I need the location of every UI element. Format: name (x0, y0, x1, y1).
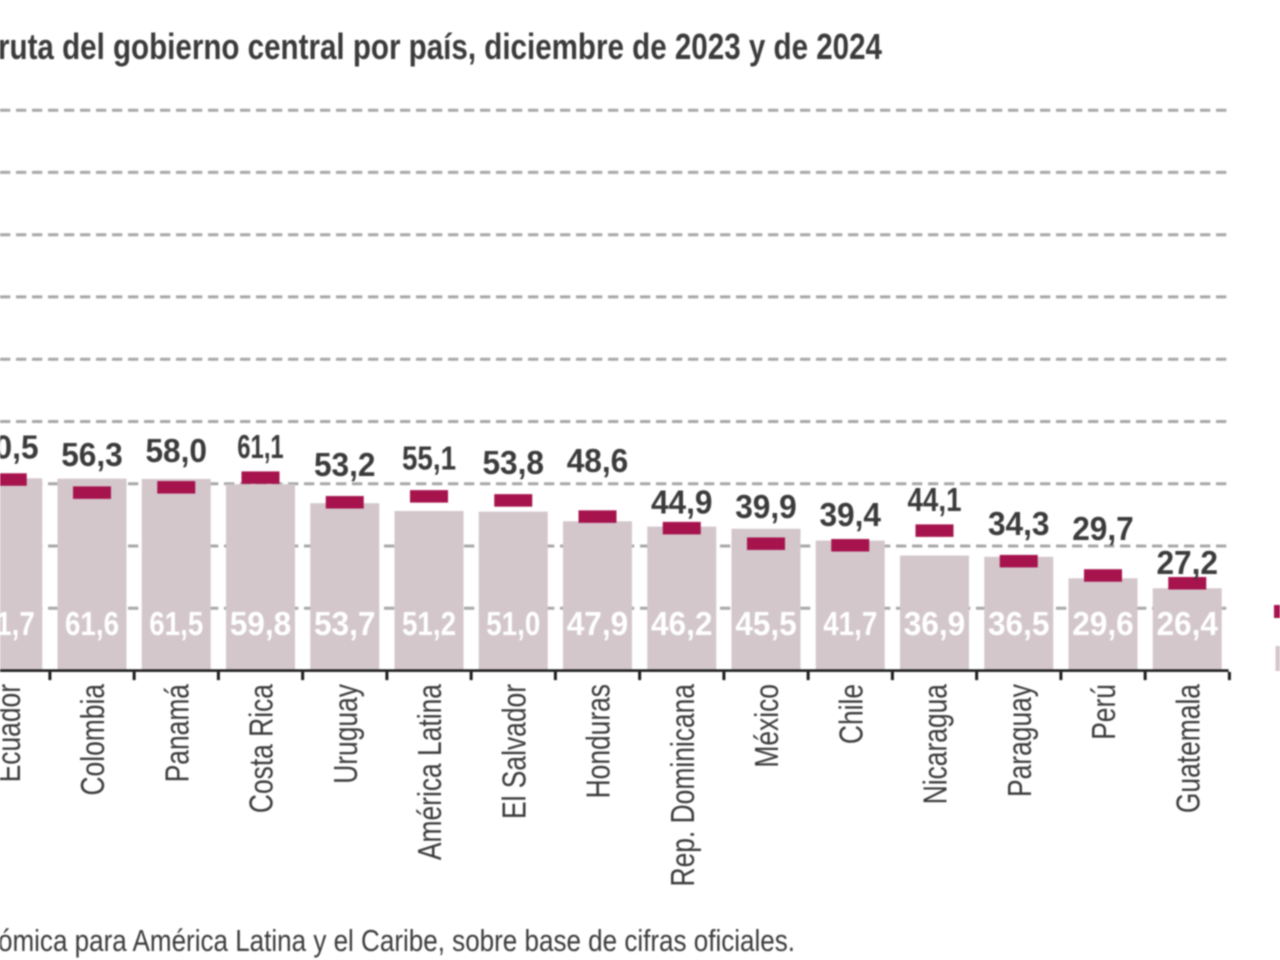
svg-text:Colombia: Colombia (74, 683, 111, 795)
svg-text:44,1: 44,1 (908, 481, 962, 518)
svg-text:Perú: Perú (1085, 684, 1122, 740)
svg-text:Panamá: Panamá (158, 683, 195, 782)
svg-text:47,9: 47,9 (567, 605, 629, 642)
svg-text:ruta del gobierno central por: ruta del gobierno central por país, dici… (0, 26, 882, 67)
svg-text:Paraguay: Paraguay (1001, 684, 1038, 797)
svg-text:29,6: 29,6 (1072, 605, 1134, 642)
svg-text:51,2: 51,2 (402, 605, 456, 642)
svg-text:ómica para América Latina y el: ómica para América Latina y el Caribe, s… (0, 923, 795, 958)
svg-text:39,4: 39,4 (819, 496, 881, 533)
svg-text:59,8: 59,8 (230, 605, 292, 642)
svg-text:El Salvador: El Salvador (495, 684, 532, 819)
svg-text:27,2: 27,2 (1156, 544, 1218, 581)
svg-text:América Latina: América Latina (411, 683, 448, 860)
svg-text:36,5: 36,5 (988, 605, 1050, 642)
svg-text:61,1: 61,1 (237, 428, 283, 465)
svg-text:61,6: 61,6 (65, 605, 119, 642)
svg-text:39,9: 39,9 (735, 488, 797, 525)
svg-text:29,7: 29,7 (1072, 510, 1134, 547)
svg-text:61,5: 61,5 (149, 605, 203, 642)
svg-text:48,6: 48,6 (567, 442, 629, 479)
svg-text:Nicaragua: Nicaragua (917, 683, 954, 804)
svg-text:55,1: 55,1 (402, 440, 456, 477)
svg-text:51,0: 51,0 (486, 605, 540, 642)
svg-text:Ecuador: Ecuador (0, 684, 27, 782)
svg-text:58,0: 58,0 (145, 432, 207, 469)
svg-text:44,9: 44,9 (651, 484, 713, 521)
svg-text:Guatemala: Guatemala (1169, 683, 1206, 813)
svg-text:26,4: 26,4 (1156, 605, 1218, 642)
svg-text:Chile: Chile (832, 684, 869, 744)
svg-text:Honduras: Honduras (580, 684, 617, 798)
svg-text:41,7: 41,7 (823, 605, 877, 642)
svg-text:53,7: 53,7 (314, 605, 376, 642)
svg-text:60,5: 60,5 (0, 429, 39, 466)
svg-text:53,8: 53,8 (482, 444, 544, 481)
svg-text:México: México (748, 684, 785, 768)
svg-text:61,7: 61,7 (0, 605, 35, 642)
svg-text:Uruguay: Uruguay (327, 684, 364, 784)
svg-text:36,9: 36,9 (904, 605, 966, 642)
svg-text:45,5: 45,5 (735, 605, 797, 642)
svg-text:34,3: 34,3 (988, 505, 1050, 542)
svg-text:46,2: 46,2 (651, 605, 713, 642)
svg-text:Costa Rica: Costa Rica (243, 683, 280, 813)
svg-text:Rep. Dominicana: Rep. Dominicana (664, 683, 701, 886)
svg-text:56,3: 56,3 (61, 436, 123, 473)
svg-text:53,2: 53,2 (314, 446, 376, 483)
